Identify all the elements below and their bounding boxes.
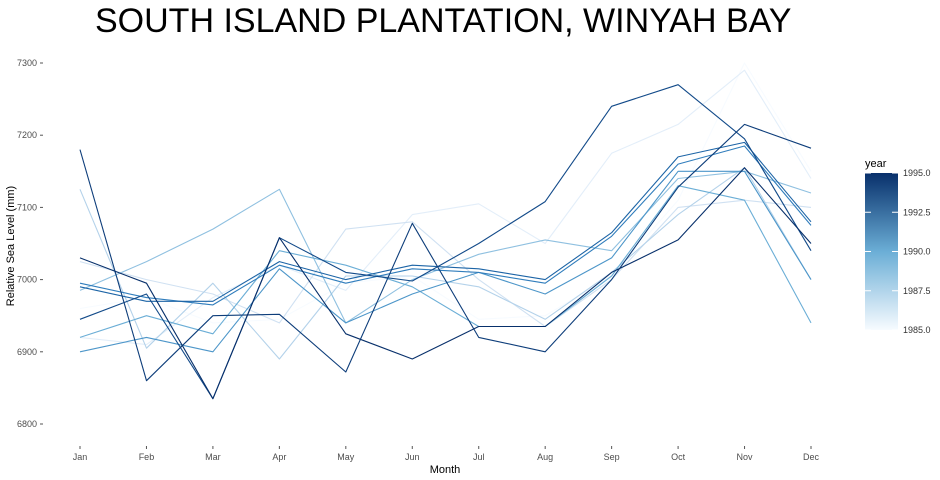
y-tick-label: 7300 bbox=[17, 58, 37, 68]
series-line bbox=[79, 69, 812, 346]
series-line bbox=[79, 84, 812, 400]
x-tick-label: Dec bbox=[803, 452, 820, 462]
x-tick-label: Nov bbox=[737, 452, 754, 462]
legend-tick-label: 1987.5 bbox=[903, 286, 931, 296]
series-line bbox=[79, 167, 812, 360]
series-line bbox=[79, 170, 812, 324]
x-tick-label: Jan bbox=[73, 452, 88, 462]
y-tick-label: 6800 bbox=[17, 419, 37, 429]
x-tick-label: Jun bbox=[405, 452, 420, 462]
series-line bbox=[79, 141, 812, 302]
x-tick-label: Feb bbox=[139, 452, 155, 462]
legend: year 1985.0 1987.5 1990.0 1992.5 1995.0 bbox=[865, 158, 931, 335]
series-line bbox=[79, 199, 812, 328]
y-axis-label: Relative Sea Level (mm) bbox=[5, 186, 17, 306]
x-tick-label: May bbox=[337, 452, 355, 462]
y-axis: 6800 6900 7000 7100 7200 7300 bbox=[17, 58, 43, 429]
x-axis: Jan Feb Mar Apr May Jun Jul Aug Sep Oct Nov Dec bbox=[73, 446, 820, 462]
series-line bbox=[79, 123, 812, 382]
series-line bbox=[79, 185, 812, 338]
chart-title: SOUTH ISLAND PLANTATION, WINYAH BAY bbox=[95, 2, 791, 40]
y-tick-label: 7100 bbox=[17, 202, 37, 212]
x-tick-label: Apr bbox=[272, 452, 286, 462]
x-tick-label: Oct bbox=[671, 452, 686, 462]
series-line bbox=[79, 170, 812, 353]
x-tick-label: Sep bbox=[604, 452, 620, 462]
x-tick-label: Aug bbox=[537, 452, 553, 462]
x-tick-label: Mar bbox=[205, 452, 221, 462]
legend-tick-label: 1990.0 bbox=[903, 247, 931, 257]
plot-lines bbox=[79, 62, 812, 400]
x-axis-label: Month bbox=[430, 464, 461, 476]
legend-ticks: 1985.0 1987.5 1990.0 1992.5 1995.0 bbox=[865, 168, 931, 335]
series-line bbox=[79, 167, 812, 400]
legend-tick-label: 1992.5 bbox=[903, 207, 931, 217]
x-tick-label: Jul bbox=[473, 452, 485, 462]
legend-tick-label: 1995.0 bbox=[903, 168, 931, 178]
y-tick-label: 6900 bbox=[17, 347, 37, 357]
y-tick-label: 7000 bbox=[17, 275, 37, 285]
series-line bbox=[79, 62, 812, 324]
legend-tick-label: 1985.0 bbox=[903, 325, 931, 335]
legend-title: year bbox=[865, 158, 887, 170]
series-line bbox=[79, 145, 812, 306]
y-tick-label: 7200 bbox=[17, 130, 37, 140]
